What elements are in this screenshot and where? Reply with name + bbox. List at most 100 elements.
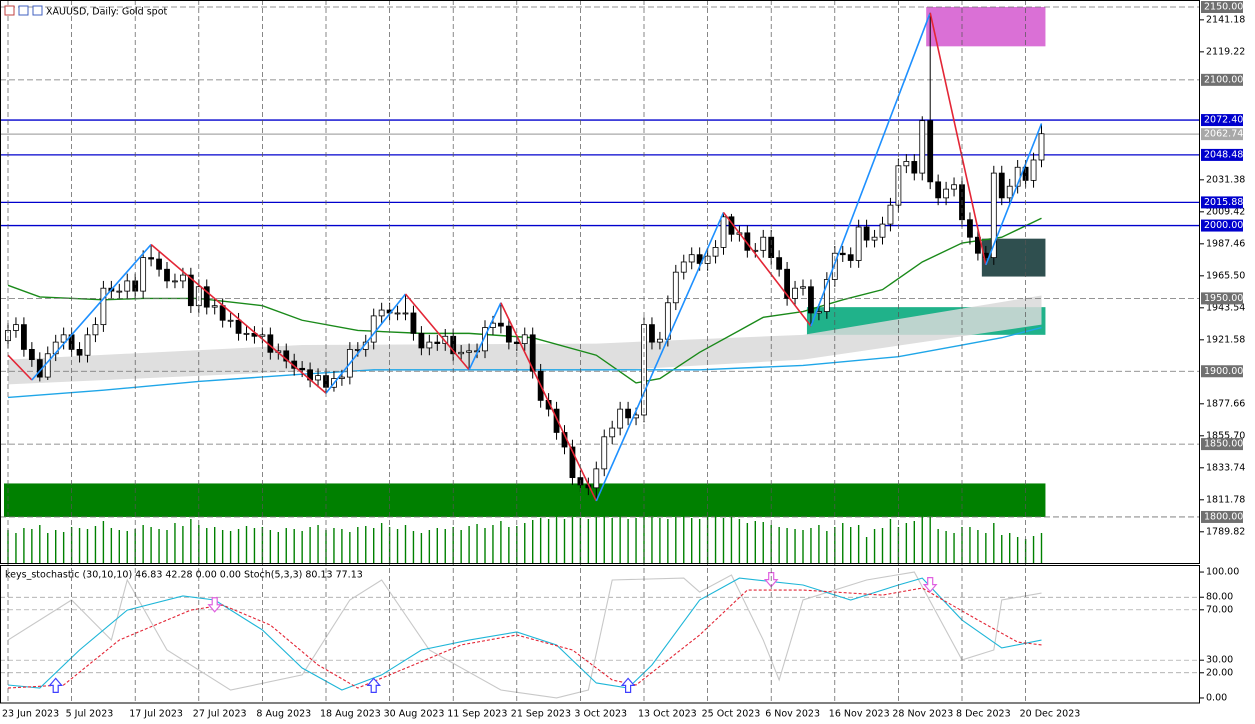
y-tick-label: 80.00 (1206, 592, 1233, 603)
zigzag-segment (150, 243, 327, 394)
chart-title: XAUUSD, Daily: Gold spot (46, 7, 168, 18)
x-tick-label: 8 Dec 2023 (956, 709, 1011, 720)
candle-body (521, 334, 528, 344)
buy-arrow (48, 677, 64, 693)
candle-body (338, 376, 345, 379)
candle-body (967, 219, 973, 238)
x-tick-label: 30 Aug 2023 (384, 709, 445, 720)
candle-body (776, 257, 783, 270)
zigzag-segment (468, 302, 502, 371)
y-tick-label: 70.00 (1206, 604, 1233, 615)
candle-body (951, 184, 957, 190)
candle-body (680, 261, 687, 273)
indicator-line (7, 577, 1042, 691)
zigzag-segment (325, 293, 407, 394)
y-tick-label: 30.00 (1206, 655, 1233, 666)
candle-body (116, 290, 123, 293)
candle-body (84, 334, 91, 356)
candle-body (855, 226, 862, 261)
candle-body (943, 188, 949, 199)
candle-body (410, 312, 417, 334)
candle-body (482, 327, 488, 352)
y-tick-label: 2141.18 (1206, 14, 1245, 25)
candle-body (609, 427, 616, 438)
candle-body (211, 305, 218, 308)
y-tick-label: 2031.38 (1206, 174, 1245, 185)
moving-average (7, 326, 1042, 399)
level-label: 1800.00 (1204, 511, 1243, 522)
icon (4, 5, 15, 16)
candle-body (92, 324, 99, 336)
x-tick-label: 3 Oct 2023 (574, 709, 627, 720)
candle-body (227, 319, 234, 322)
level-label: 2150.00 (1204, 1, 1243, 12)
level-label-box (1201, 148, 1243, 161)
y-tick-label: 1855.70 (1206, 430, 1245, 441)
zigzag-segment (404, 293, 470, 371)
cloud-band (8, 295, 1042, 385)
indicator-line (7, 571, 1042, 699)
level-label-box (1201, 0, 1243, 13)
stochastic-pane-border (0, 565, 1200, 704)
x-tick-label: 27 Jul 2023 (193, 709, 247, 720)
sell-arrow (207, 597, 223, 613)
candle-body (879, 223, 886, 238)
x-tick-label: 8 Aug 2023 (256, 709, 311, 720)
candle-body (847, 254, 854, 261)
candle-body (911, 161, 918, 174)
x-tick-label: 25 Oct 2023 (702, 709, 761, 720)
candle-body (315, 375, 321, 381)
candle-body (187, 274, 194, 307)
level-label-box (1201, 128, 1243, 141)
buy-arrow (366, 677, 382, 693)
candle-body (418, 332, 425, 349)
candle-body (13, 324, 19, 331)
candle-body (505, 325, 512, 343)
candle-body (784, 268, 790, 299)
sell-arrow (922, 577, 938, 593)
symbol-icons (4, 5, 43, 16)
candle-body (672, 271, 679, 304)
level-label: 2072.40 (1204, 115, 1243, 126)
candle-body (863, 226, 870, 241)
candle-body (402, 312, 409, 315)
level-label: 1850.00 (1204, 439, 1243, 450)
y-tick-label: 1833.74 (1206, 462, 1245, 473)
candle-body (179, 274, 186, 282)
y-tick-label: 1877.66 (1206, 398, 1245, 409)
x-tick-label: 21 Sep 2023 (511, 709, 571, 720)
candle-body (235, 319, 242, 334)
candle-body (688, 254, 695, 263)
candle-body (839, 252, 846, 256)
level-label: 2100.00 (1204, 74, 1243, 85)
icon (32, 5, 43, 16)
level-label-box (1201, 219, 1243, 232)
level-label-box (1201, 73, 1243, 86)
icon (18, 5, 29, 16)
y-tick-label: 1943.54 (1206, 302, 1245, 313)
y-tick-label: 1811.78 (1206, 494, 1245, 505)
candle-body (1006, 185, 1013, 199)
zone (4, 483, 1046, 517)
candle-body (760, 236, 767, 251)
candle-body (649, 324, 655, 343)
candle-body (823, 279, 830, 312)
level-label: 2048.48 (1204, 149, 1243, 160)
x-tick-label: 11 Sep 2023 (447, 709, 507, 720)
candle-body (156, 258, 162, 270)
zigzag-segment (810, 12, 931, 327)
candle-body (458, 351, 465, 355)
candle-body (808, 286, 814, 314)
candle-body (657, 338, 663, 343)
level-label: 2000.00 (1204, 220, 1243, 231)
x-tick-label: 6 Nov 2023 (765, 709, 820, 720)
candle-body (553, 408, 560, 433)
y-tick-label: 1965.50 (1206, 270, 1245, 281)
candle-body (792, 287, 798, 299)
candle-body (513, 341, 520, 344)
candle-body (434, 341, 441, 344)
x-tick-label: 20 Dec 2023 (1020, 709, 1081, 720)
x-tick-label: 5 Jul 2023 (66, 709, 114, 720)
candle-body (203, 286, 210, 308)
